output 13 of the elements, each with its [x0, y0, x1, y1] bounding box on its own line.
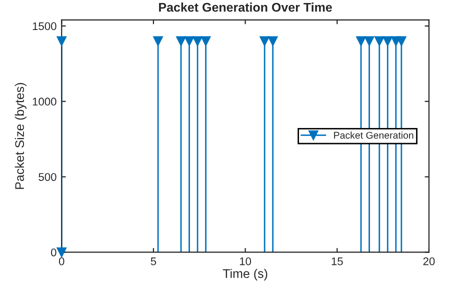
- x-tick-label: 15: [332, 257, 343, 266]
- y-tick-label: 1500: [32, 22, 56, 30]
- legend-label: Packet Generation: [334, 132, 414, 139]
- x-tick-label: 0: [58, 257, 64, 266]
- x-tick-label: 5: [150, 257, 156, 266]
- y-tick-label: 500: [38, 173, 56, 181]
- chart-title: Packet Generation Over Time: [159, 2, 332, 12]
- x-tick-label: 10: [240, 257, 252, 266]
- x-axis-title: Time (s): [222, 268, 268, 280]
- y-axis-title: Packet Size (bytes): [14, 83, 26, 189]
- x-tick-label: 20: [423, 257, 435, 266]
- y-tick-label: 1000: [32, 98, 56, 106]
- y-tick-label: 0: [51, 248, 56, 256]
